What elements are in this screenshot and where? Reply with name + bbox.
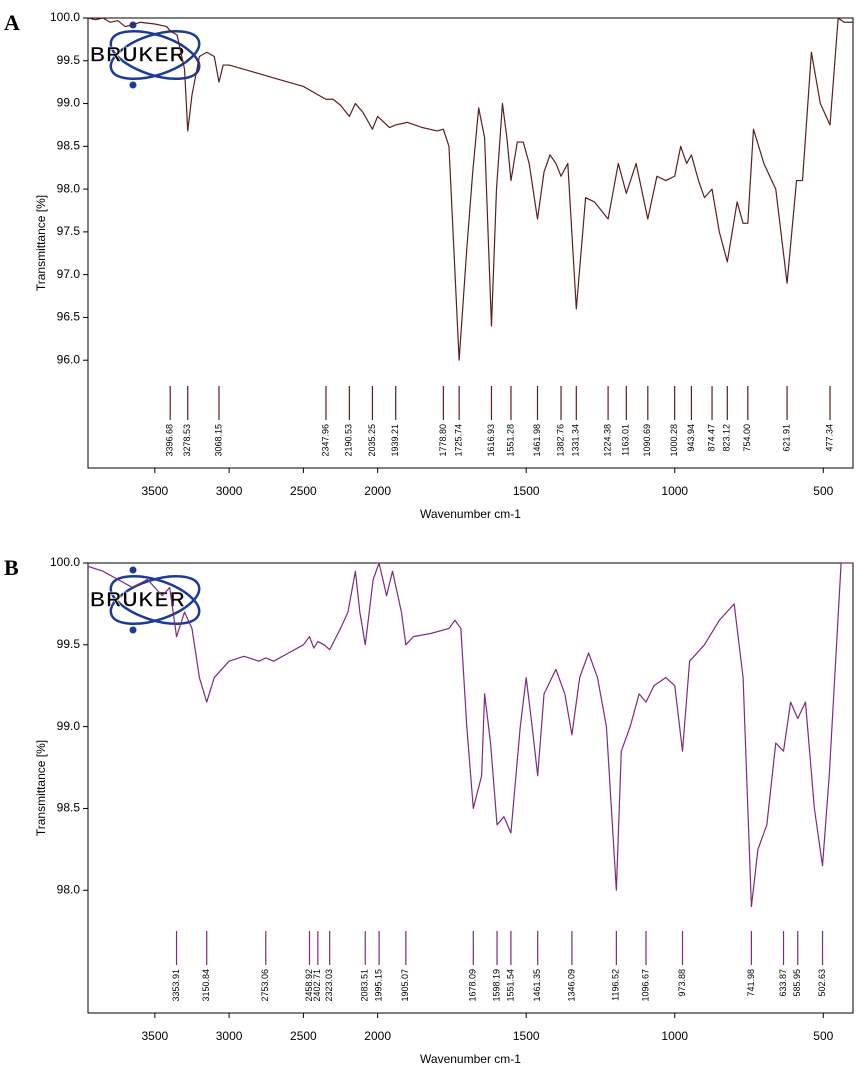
- peak-label: 2323.03: [324, 969, 334, 1002]
- peak-label: 754.00: [742, 424, 752, 452]
- peak-label: 1461.35: [532, 969, 542, 1002]
- peak-label: 1090.69: [642, 424, 652, 457]
- peak-label: 1163.01: [621, 424, 631, 456]
- y-tick-label: 97.0: [57, 267, 81, 281]
- x-tick-label: 2000: [364, 484, 391, 498]
- y-axis-label: Transmittance [%]: [34, 740, 48, 836]
- peak-label: 1196.52: [611, 969, 621, 1001]
- y-tick-label: 99.5: [57, 637, 81, 651]
- panel-label: B: [4, 555, 19, 580]
- x-tick-label: 3500: [141, 1029, 168, 1043]
- peak-label: 3278.53: [182, 424, 192, 457]
- peak-label: 1725.74: [454, 424, 464, 457]
- peak-label: 477.34: [824, 424, 834, 452]
- x-tick-label: 1000: [661, 1029, 688, 1043]
- peak-label: 1551.54: [505, 969, 515, 1002]
- x-axis-label: Wavenumber cm-1: [420, 507, 521, 521]
- y-tick-label: 98.0: [57, 882, 81, 896]
- x-tick-label: 1500: [513, 484, 540, 498]
- y-tick-label: 99.0: [57, 719, 81, 733]
- peak-label: 3353.91: [171, 969, 181, 1002]
- y-tick-label: 100.0: [50, 10, 80, 24]
- x-tick-label: 500: [813, 1029, 833, 1043]
- logo: BRUKER: [90, 566, 201, 634]
- peak-label: 1331.34: [571, 424, 581, 457]
- peak-label: 741.98: [746, 969, 756, 997]
- peak-label: 633.87: [778, 969, 788, 997]
- x-tick-label: 3000: [216, 1029, 243, 1043]
- peak-label: 1551.28: [505, 424, 515, 457]
- logo-orbit: [109, 30, 201, 80]
- peak-label: 874.47: [706, 424, 716, 452]
- peak-label: 585.95: [792, 969, 802, 997]
- y-tick-label: 99.0: [57, 96, 81, 110]
- peak-label: 2190.53: [344, 424, 354, 457]
- x-tick-label: 1000: [661, 484, 688, 498]
- peak-label: 1346.09: [566, 969, 576, 1002]
- logo-text: BRUKER: [90, 44, 186, 67]
- peak-label: 2753.06: [260, 969, 270, 1002]
- peak-label: 1778.80: [438, 424, 448, 457]
- plot-frame: [87, 562, 854, 1014]
- x-tick-label: 500: [813, 484, 833, 498]
- peak-label: 1598.19: [491, 969, 501, 1002]
- peak-label: 943.94: [686, 424, 696, 452]
- peak-label: 823.12: [722, 424, 732, 452]
- spectrum-line: [87, 17, 853, 361]
- y-tick-label: 98.5: [57, 138, 81, 152]
- y-tick-label: 98.0: [57, 181, 81, 195]
- logo-orbit: [109, 30, 201, 80]
- panel-label: A: [4, 10, 20, 35]
- peak-label: 1905.07: [400, 969, 410, 1002]
- peak-label: 1461.98: [532, 424, 542, 457]
- logo-orbit: [109, 575, 201, 625]
- x-tick-label: 3000: [216, 484, 243, 498]
- peak-label: 1000.28: [669, 424, 679, 457]
- logo: BRUKER: [90, 21, 201, 89]
- peak-label: 973.88: [677, 969, 687, 997]
- y-tick-label: 96.5: [57, 310, 81, 324]
- peak-label: 2458.92: [304, 969, 314, 1002]
- peak-label: 1382.76: [555, 424, 565, 457]
- y-tick-label: 97.5: [57, 224, 81, 238]
- peak-label: 2035.25: [367, 424, 377, 457]
- spectrum-line: [87, 562, 853, 908]
- y-axis-label: Transmittance [%]: [34, 195, 48, 291]
- peak-label: 3150.84: [201, 969, 211, 1002]
- y-tick-label: 98.5: [57, 801, 81, 815]
- y-tick-label: 100.0: [50, 555, 80, 569]
- peak-label: 502.63: [817, 969, 827, 997]
- peak-label: 1939.21: [390, 424, 400, 457]
- plot-frame: [87, 17, 854, 469]
- x-tick-label: 2500: [290, 1029, 317, 1043]
- x-tick-label: 3500: [141, 484, 168, 498]
- peak-label: 3068.15: [213, 424, 223, 457]
- logo-dot: [129, 566, 137, 574]
- peak-label: 1096.67: [640, 969, 650, 1002]
- x-tick-label: 2000: [364, 1029, 391, 1043]
- peak-label: 3396.68: [165, 424, 175, 457]
- peak-label: 621.91: [781, 424, 791, 452]
- x-axis-label: Wavenumber cm-1: [420, 1052, 521, 1066]
- peak-label: 1616.93: [486, 424, 496, 457]
- logo-dot: [129, 81, 137, 89]
- x-tick-label: 1500: [513, 1029, 540, 1043]
- peak-label: 1995.15: [373, 969, 383, 1002]
- peak-label: 2402.71: [312, 969, 322, 1002]
- peak-label: 2347.96: [320, 424, 330, 457]
- x-tick-label: 2500: [290, 484, 317, 498]
- y-tick-label: 99.5: [57, 53, 81, 67]
- peak-label: 2083.51: [360, 969, 370, 1002]
- peak-label: 1224.38: [602, 424, 612, 457]
- peak-label: 1678.09: [468, 969, 478, 1002]
- logo-dot: [129, 626, 137, 634]
- y-tick-label: 96.0: [57, 352, 81, 366]
